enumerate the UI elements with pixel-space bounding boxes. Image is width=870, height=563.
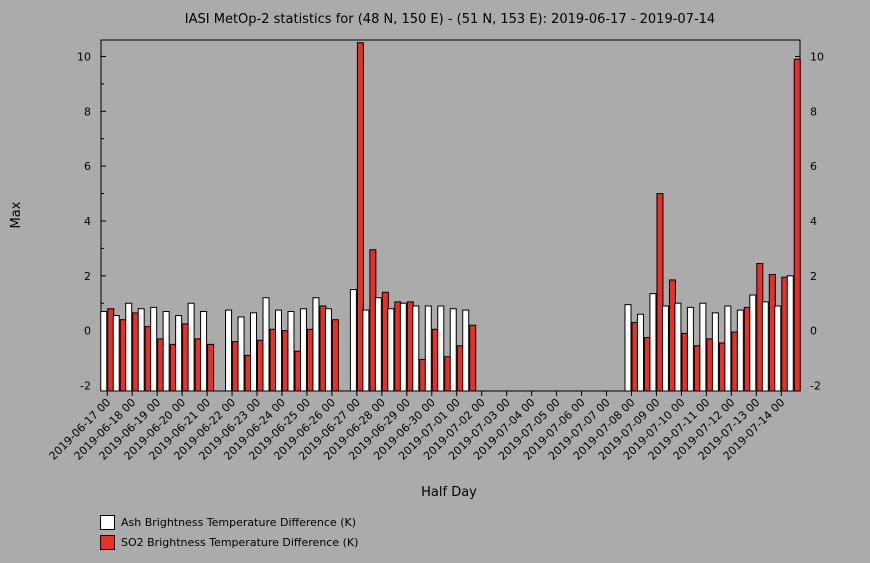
y-tick-label-left: 0 (84, 325, 91, 338)
bar-ash (312, 297, 320, 392)
bar-ash (724, 305, 732, 392)
bar-ash (774, 305, 782, 392)
legend-item-so2: SO2 Brightness Temperature Difference (K… (100, 532, 358, 552)
bar-so2 (469, 324, 477, 392)
legend-label-so2: SO2 Brightness Temperature Difference (K… (121, 535, 359, 549)
legend: Ash Brightness Temperature Difference (K… (100, 512, 358, 552)
bar-ash (437, 305, 445, 392)
bar-ash (125, 302, 133, 392)
y-tick-label-right: 2 (810, 270, 817, 283)
bar-ash (324, 308, 332, 392)
bar-ash (362, 309, 370, 392)
bar-ash (374, 297, 382, 392)
bar-ash (387, 308, 395, 392)
bar-ash (100, 310, 108, 392)
bar-ash (299, 308, 307, 392)
bar-ash (649, 293, 657, 392)
bar-ash (686, 306, 694, 392)
bar-ash (462, 309, 470, 392)
y-tick-label-right: 10 (810, 50, 824, 63)
bar-so2 (331, 319, 339, 392)
bar-ash (137, 308, 145, 392)
y-tick-label-left: 10 (77, 50, 91, 63)
y-tick-label-right: 4 (810, 215, 817, 228)
bar-ash (162, 310, 170, 392)
bar-ash (424, 305, 432, 392)
bar-ash (187, 302, 195, 392)
bar-ash (761, 301, 769, 392)
y-tick-label-right: 0 (810, 325, 817, 338)
bar-ash (412, 305, 420, 392)
bar-ash (749, 294, 757, 392)
y-tick-label-left: 6 (84, 160, 91, 173)
bar-ash (200, 310, 208, 392)
bar-ash (150, 306, 158, 392)
bar-ash (287, 310, 295, 392)
bar-ash (225, 309, 233, 392)
bar-ash (399, 302, 407, 392)
y-tick-label-right: 6 (810, 160, 817, 173)
legend-label-ash: Ash Brightness Temperature Difference (K… (121, 515, 356, 529)
bar-ash (736, 309, 744, 392)
x-axis-label: Half Day (421, 485, 477, 500)
bar-ash (786, 275, 794, 392)
bar-ash (175, 315, 183, 392)
bar-ash (112, 315, 120, 392)
legend-swatch-ash (100, 514, 115, 530)
bar-ash (274, 309, 282, 392)
y-tick-label-right: -2 (810, 380, 821, 393)
bar-ash (262, 297, 270, 392)
bar-ash (636, 313, 644, 392)
chart-title: IASI MetOp-2 statistics for (48 N, 150 E… (185, 12, 715, 27)
legend-swatch-so2 (100, 534, 115, 550)
bar-ash (699, 302, 707, 392)
bar-ash (250, 312, 258, 392)
legend-item-ash: Ash Brightness Temperature Difference (K… (100, 512, 358, 532)
y-tick-label-left: 2 (84, 270, 91, 283)
y-tick-label-left: 8 (84, 105, 91, 118)
bar-ash (237, 316, 245, 392)
bar-ash (711, 312, 719, 392)
bar-ash (661, 305, 669, 392)
bar-ash (674, 302, 682, 392)
bar-ash (349, 289, 357, 392)
bar-so2 (656, 193, 664, 392)
bar-so2 (207, 343, 215, 392)
y-tick-label-left: -2 (80, 380, 91, 393)
y-tick-label-right: 8 (810, 105, 817, 118)
bar-ash (624, 304, 632, 392)
bar-ash (449, 308, 457, 392)
bar-so2 (356, 42, 364, 392)
bar-so2 (793, 58, 801, 392)
y-axis-label: Max (9, 201, 24, 228)
y-tick-label-left: 4 (84, 215, 91, 228)
